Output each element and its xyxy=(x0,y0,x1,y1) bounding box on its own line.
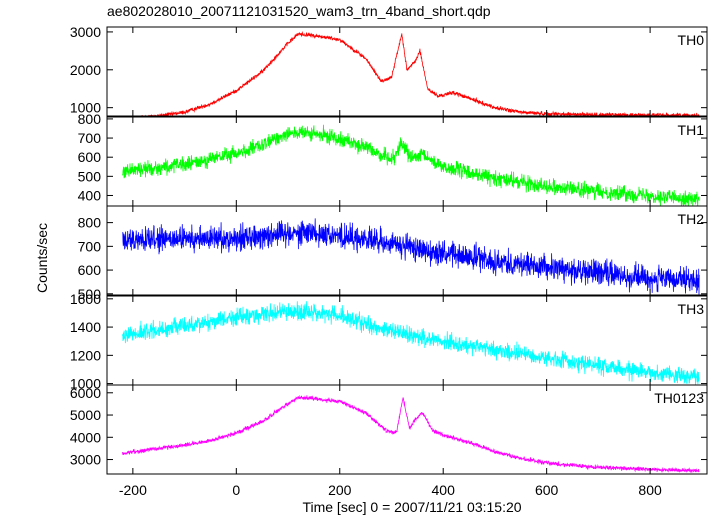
y-tick-label: 4000 xyxy=(70,429,101,445)
y-tick-label: 1400 xyxy=(70,319,101,335)
y-tick-label: 3000 xyxy=(70,452,101,468)
y-tick-label: 2000 xyxy=(70,62,101,78)
series-line-th0123 xyxy=(122,394,700,473)
y-tick-label: 1000 xyxy=(70,376,101,392)
panel-th3: 1000 1200 1400 1600 TH3 xyxy=(70,291,708,392)
x-tick-label: 800 xyxy=(638,482,662,498)
y-tick-label: 1000 xyxy=(70,100,101,116)
y-tick-label: 800 xyxy=(78,215,102,231)
series-line-th1 xyxy=(122,124,700,206)
series-line-th2 xyxy=(122,218,700,295)
y-tick-label: 500 xyxy=(78,286,102,302)
x-tick-label: -200 xyxy=(119,482,147,498)
panel-th0: 1000 2000 3000 TH0 xyxy=(70,24,708,117)
chart-title: ae802028010_20071121031520_wam3_trn_4ban… xyxy=(107,3,491,19)
series-line-th0 xyxy=(131,31,700,116)
y-tick-label: 600 xyxy=(78,262,102,278)
y-tick-label: 700 xyxy=(78,238,102,254)
x-tick-label: 200 xyxy=(328,482,352,498)
y-tick-label: 700 xyxy=(78,130,102,146)
y-tick-label: 400 xyxy=(78,187,102,203)
panel-frame xyxy=(106,205,708,296)
panel-frame xyxy=(106,26,708,117)
x-tick-label: 600 xyxy=(535,482,559,498)
y-tick-label: 600 xyxy=(78,149,102,165)
series-line-th3 xyxy=(122,301,700,385)
y-tick-label: 6000 xyxy=(70,385,101,401)
panel-frame xyxy=(106,384,708,475)
x-tick-label: 0 xyxy=(232,482,240,498)
x-axis-label: Time [sec] 0 = 2007/11/21 03:15:20 xyxy=(302,499,521,515)
legend-label-th1: TH1 xyxy=(678,122,705,138)
x-axis: -200 0 200 400 600 800 xyxy=(119,482,662,498)
y-tick-label: 1600 xyxy=(70,291,101,307)
panel-th2: 500 600 700 800 TH2 xyxy=(78,205,708,302)
legend-label-th0: TH0 xyxy=(678,32,705,48)
y-tick-label: 3000 xyxy=(70,24,101,40)
panel-th1: 400 500 600 700 800 TH1 xyxy=(78,111,708,207)
y-tick-label: 5000 xyxy=(70,407,101,423)
legend-label-th0123: TH0123 xyxy=(654,390,704,406)
panels-group: 1000 2000 3000 TH0 400 500 600 700 800 TH1 500 600 7… xyxy=(70,24,708,475)
y-tick-label: 800 xyxy=(78,111,102,127)
panel-th0123: 3000 4000 5000 6000 TH0123 xyxy=(70,384,708,475)
y-tick-label: 1200 xyxy=(70,347,101,363)
x-tick-label: 400 xyxy=(432,482,456,498)
legend-label-th3: TH3 xyxy=(678,301,705,317)
legend-label-th2: TH2 xyxy=(678,211,705,227)
y-axis-label: Counts/sec xyxy=(34,223,50,293)
y-tick-label: 500 xyxy=(78,168,102,184)
